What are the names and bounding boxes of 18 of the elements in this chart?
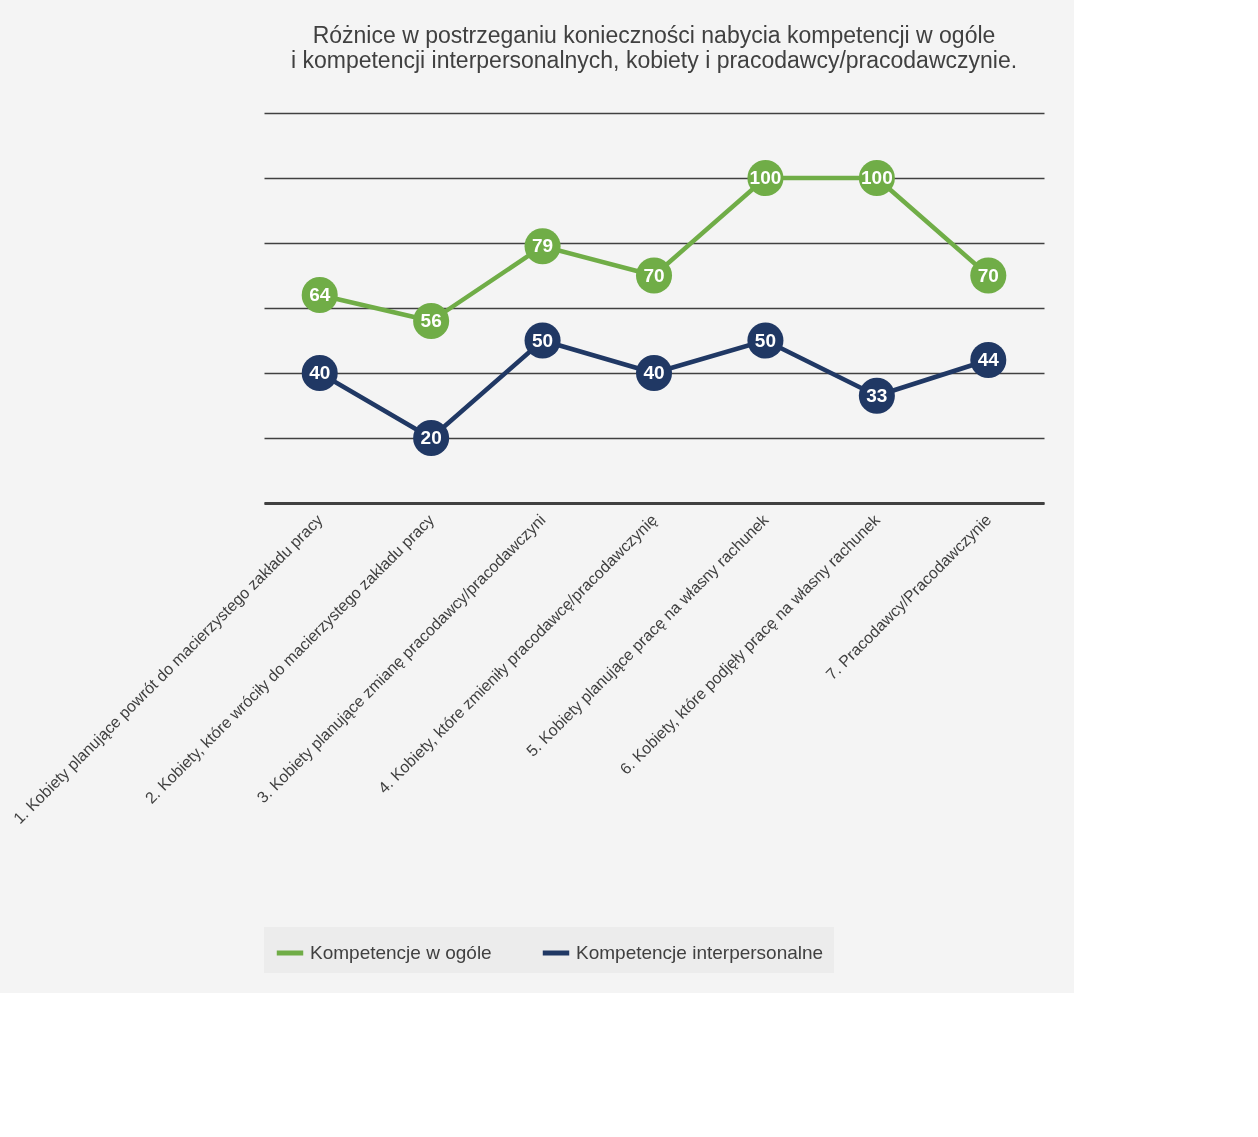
data-label: 33 <box>866 384 888 406</box>
data-label: 56 <box>420 310 442 331</box>
legend-label: Kompetencje interpersonalne <box>576 942 824 963</box>
data-label: 20 <box>420 427 442 448</box>
data-label: 70 <box>977 264 999 286</box>
data-label: 100 <box>749 167 782 188</box>
legend-label: Kompetencje w ogóle <box>310 942 492 963</box>
data-label: 40 <box>643 362 665 383</box>
data-label: 44 <box>977 349 1000 370</box>
data-label: 79 <box>532 235 554 257</box>
text: i kompetencji interpersonalnych, kobiety i pracodawcy/pracodawczynie. <box>290 47 1018 73</box>
text: Różnice w postrzeganiu konieczności nabycia kompetencji w ogóle <box>312 22 996 48</box>
data-label: 100 <box>861 167 893 188</box>
data-label: 50 <box>754 329 776 351</box>
data-label: 64 <box>309 284 331 305</box>
data-label: 40 <box>309 362 331 383</box>
data-label: 50 <box>532 329 554 351</box>
data-label: 70 <box>643 264 665 286</box>
